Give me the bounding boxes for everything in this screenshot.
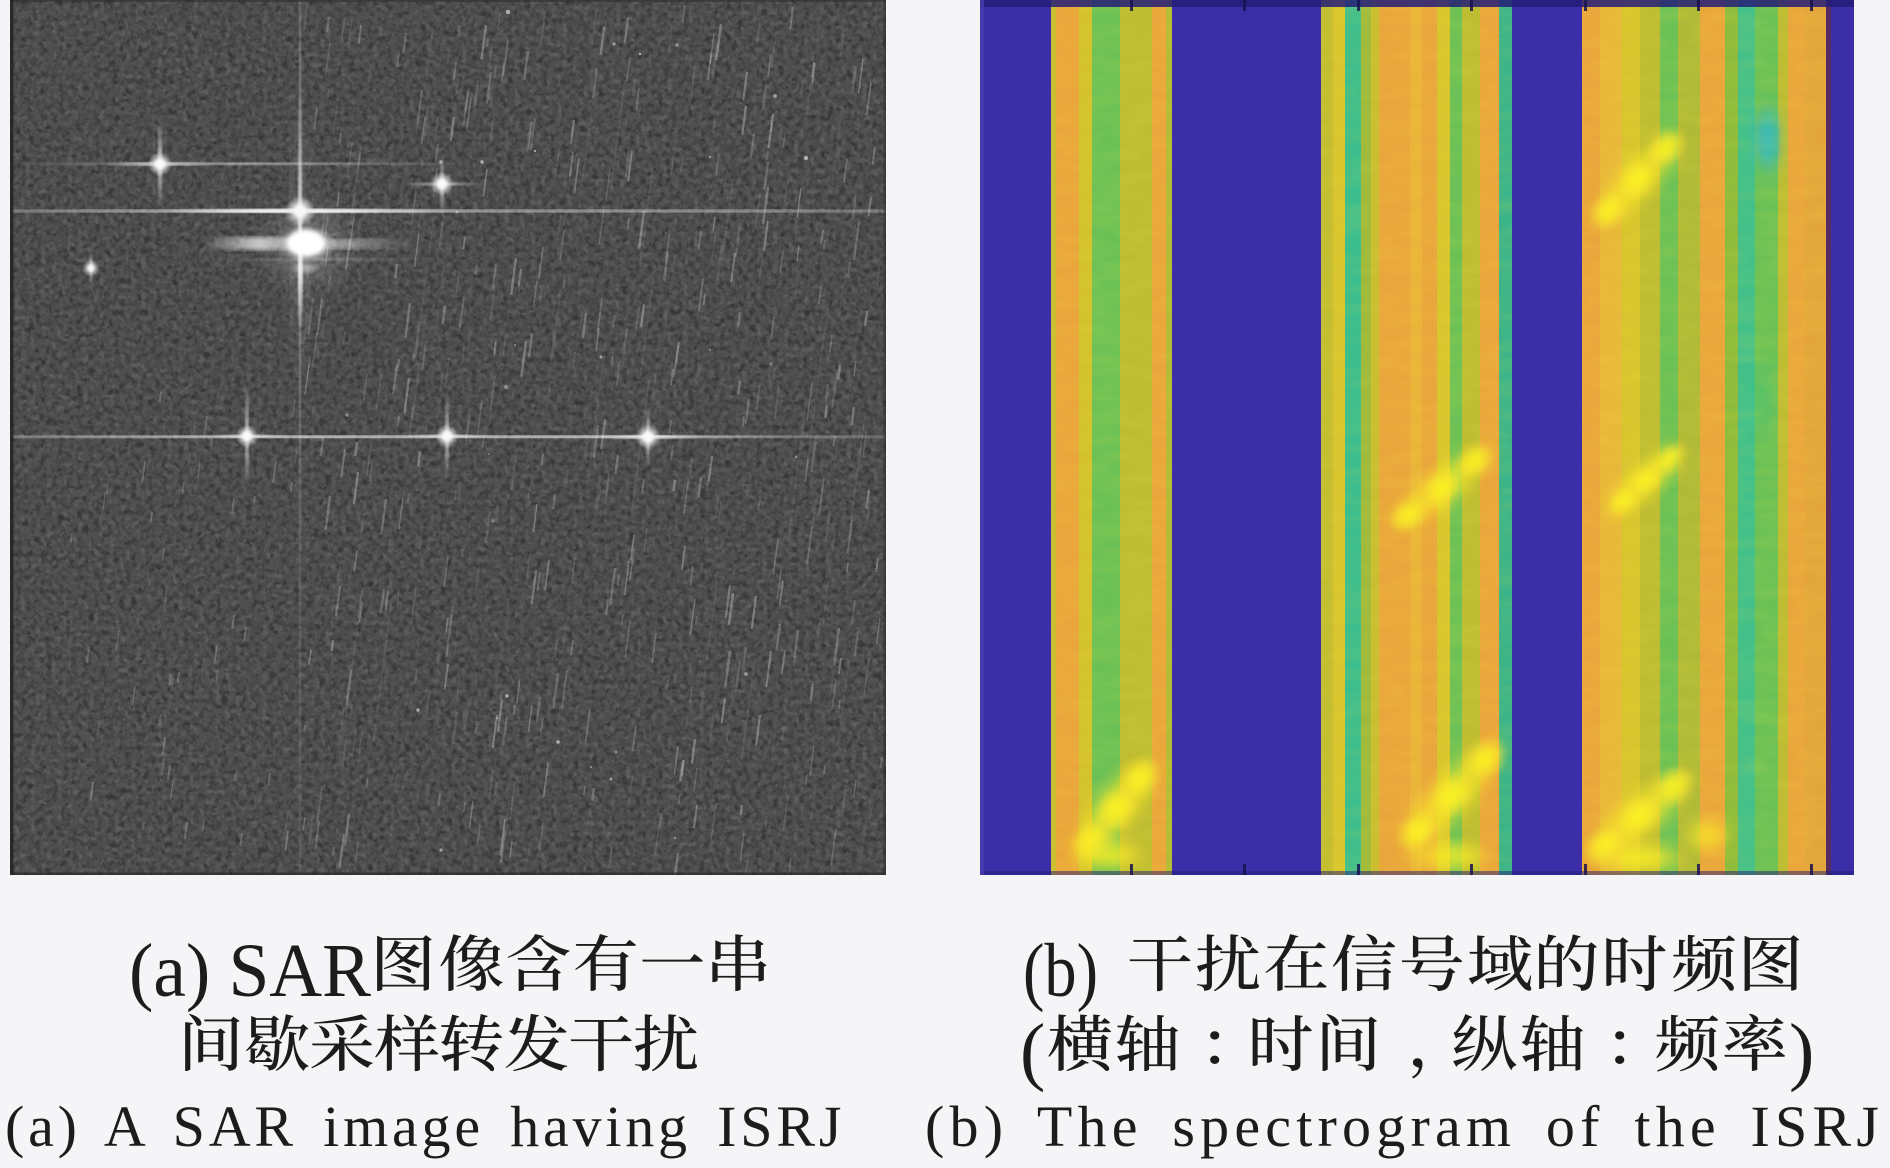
svg-text:(: ( (1020, 1009, 1045, 1093)
svg-text:(b): (b) (1023, 929, 1098, 1013)
svg-text:(a) A SAR image having ISRJ: (a) A SAR image having ISRJ (5, 1094, 845, 1159)
svg-text:(a) SAR: (a) SAR (129, 929, 371, 1013)
svg-text:): ) (1789, 1009, 1814, 1093)
svg-text:(b) The spectrogram of the ISR: (b) The spectrogram of the ISRJ (925, 1094, 1884, 1159)
